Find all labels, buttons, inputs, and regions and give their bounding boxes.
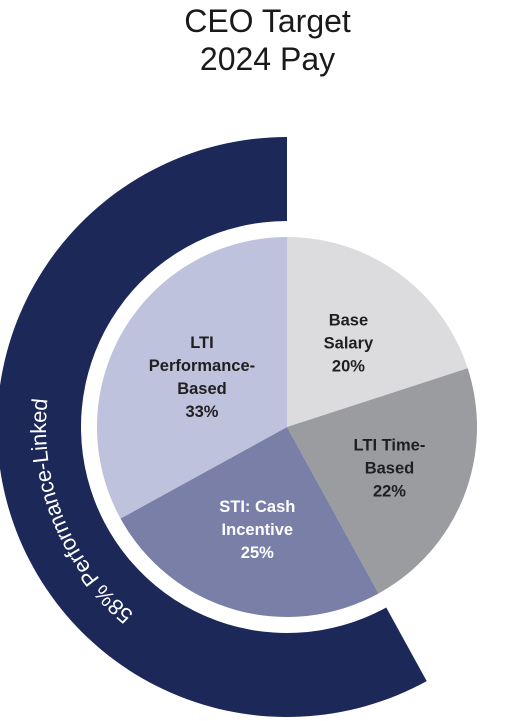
- slice-label-0-line-1: Salary: [324, 334, 374, 352]
- slice-label-2-line-2: 25%: [241, 544, 274, 562]
- slice-label-3-line-1: Performance-: [149, 357, 255, 375]
- pie-slice-3: [96, 237, 287, 519]
- chart-title-line-2: 2024 Pay: [199, 41, 336, 77]
- slice-label-1-line-2: 22%: [373, 483, 406, 501]
- pie-slice-2: [120, 427, 379, 617]
- chart-title-line-1: CEO Target: [184, 3, 351, 39]
- performance-linked-band: [0, 137, 427, 717]
- slice-label-0-line-2: 20%: [332, 357, 365, 375]
- slice-label-3-line-2: Based: [177, 380, 227, 398]
- slice-label-3-line-3: 33%: [185, 403, 218, 421]
- slice-label-2-line-0: STI: Cash: [219, 498, 295, 516]
- slice-label-1: LTI Time- Based 22%: [354, 437, 426, 501]
- slice-label-2-line-1: Incentive: [222, 521, 294, 539]
- slice-label-1-line-1: Based: [365, 460, 415, 478]
- pie-slice-1: [287, 368, 477, 594]
- pie-slices-group: [96, 237, 477, 617]
- slice-label-0-line-0: Base: [329, 311, 368, 329]
- slice-label-3: LTI Performance- Based 33%: [149, 334, 255, 421]
- pie-slice-0: [287, 237, 468, 427]
- slice-label-2: STI: Cash Incentive 25%: [219, 498, 295, 562]
- slice-label-1-line-0: LTI Time-: [354, 437, 426, 455]
- chart-title: CEO Target 2024 Pay: [0, 2, 519, 78]
- slice-labels-group: Base Salary 20% LTI Time- Based 22% STI: Cash I…: [149, 311, 426, 562]
- slice-label-0: Base Salary 20%: [324, 311, 374, 375]
- slice-label-3-line-0: LTI: [190, 334, 214, 352]
